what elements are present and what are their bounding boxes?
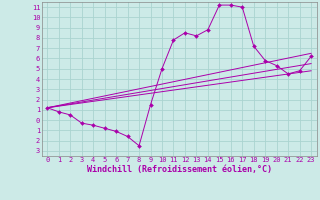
X-axis label: Windchill (Refroidissement éolien,°C): Windchill (Refroidissement éolien,°C)	[87, 165, 272, 174]
